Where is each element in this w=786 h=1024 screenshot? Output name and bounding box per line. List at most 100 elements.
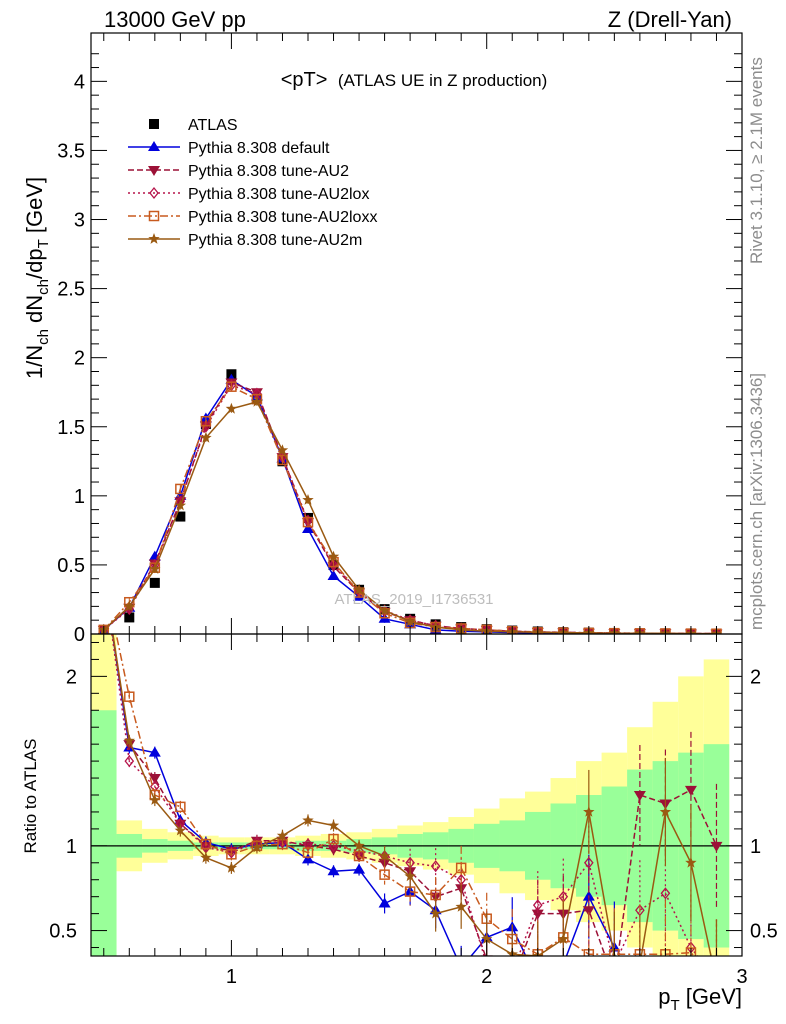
ratio-point — [123, 734, 135, 746]
ratio-point — [251, 841, 263, 853]
ratio-point — [225, 861, 238, 873]
legend-label: Pythia 8.308 default — [188, 140, 330, 157]
ratio-point — [455, 962, 467, 972]
ratio-point — [659, 805, 672, 817]
ratio-point — [532, 899, 543, 912]
ratio-point — [200, 838, 212, 850]
y-axis-label-ratio: Ratio to ATLAS — [21, 739, 40, 854]
data-point — [124, 612, 135, 623]
ratio-point — [148, 774, 161, 785]
ratio-point — [583, 856, 594, 869]
legend-label: Pythia 8.308 tune-AU2 — [188, 163, 349, 180]
ratio-point — [353, 863, 366, 874]
ratio-point — [455, 862, 467, 874]
data-point — [200, 415, 212, 427]
ratio-point — [276, 829, 289, 841]
legend-entry: Pythia 8.308 default — [128, 140, 330, 157]
ratio-point — [148, 746, 161, 757]
data-point — [251, 395, 263, 407]
ratio-point — [328, 833, 339, 845]
ratio-point — [455, 900, 467, 912]
legend-marker — [148, 141, 160, 151]
ratio-point — [404, 870, 416, 882]
ratio-point — [710, 841, 723, 852]
ratio-point — [124, 755, 135, 768]
data-point — [481, 623, 492, 634]
ratio-point — [480, 955, 493, 956]
ratio-point — [174, 824, 187, 836]
ratio-point — [98, 571, 110, 581]
y-tick-label: 2.5 — [57, 279, 85, 301]
x-tick-label: 2 — [481, 966, 492, 988]
ratio-point — [277, 836, 288, 849]
ratio-point — [379, 869, 390, 880]
plot-title-sub: (ATLAS UE in Z production) — [338, 71, 547, 90]
ratio-point — [98, 569, 109, 580]
data-point — [404, 615, 416, 627]
data-point — [175, 511, 186, 522]
ratio-y-tick-label-right: 2 — [750, 666, 761, 688]
ratio-point — [610, 959, 618, 969]
x-axis-label: pT [GeV] — [658, 984, 742, 1014]
y-tick-label: 0 — [74, 624, 85, 646]
band-stat-bin — [91, 710, 117, 956]
ratio-point — [378, 897, 391, 908]
y-tick-label: 1.5 — [57, 417, 85, 439]
ratio-point — [481, 933, 493, 944]
header-left: 13000 GeV pp — [104, 7, 246, 32]
y-tick-label: 1 — [74, 486, 85, 508]
ratio-point — [302, 847, 314, 858]
legend-label: Pythia 8.308 tune-AU2loxx — [188, 209, 377, 226]
ratio-point — [302, 814, 314, 826]
y-tick-label: 0.5 — [57, 555, 85, 577]
legend-entry: Pythia 8.308 tune-AU2lox — [128, 186, 369, 203]
header-right: Z (Drell-Yan) — [608, 7, 732, 32]
ratio-point — [660, 887, 671, 900]
ratio-y-tick-label: 0.5 — [49, 921, 77, 943]
x-tick-label: 3 — [736, 966, 747, 988]
legend-marker — [148, 166, 160, 176]
data-point — [226, 381, 237, 392]
data-point — [123, 600, 135, 612]
ratio-point — [633, 791, 646, 801]
data-point — [328, 558, 339, 571]
ratio-point — [582, 906, 595, 917]
ratio-point — [557, 933, 569, 944]
ratio-point — [583, 805, 595, 817]
data-point — [149, 563, 161, 574]
ratio-point — [685, 856, 697, 868]
ratio-point — [532, 975, 544, 985]
legend-entry: ATLAS — [149, 117, 238, 134]
ratio-point — [430, 860, 441, 873]
data-point — [302, 516, 314, 528]
x-tick-label: 1 — [226, 966, 237, 988]
y-tick-label: 4 — [74, 71, 85, 93]
data-point — [532, 625, 543, 634]
legend-marker — [149, 119, 159, 129]
rivet-version-text: Rivet 3.1.10, ≥ 2.1M events — [747, 57, 766, 264]
ratio-point — [378, 850, 391, 861]
ratio-point — [99, 570, 108, 579]
legend-label: Pythia 8.308 tune-AU2lox — [188, 186, 369, 203]
ratio-point — [98, 569, 110, 579]
data-point — [507, 625, 518, 634]
ratio-uncertainty-bands — [91, 634, 742, 956]
ratio-point — [634, 959, 645, 970]
ratio-point — [200, 851, 212, 863]
ratio-point — [353, 839, 365, 851]
data-point — [149, 577, 160, 588]
legend-marker — [149, 186, 159, 200]
data-point — [276, 444, 289, 456]
legend: ATLAS Pythia 8.308 default Pythia 8.308 tu… — [128, 117, 377, 249]
ratio-point — [429, 907, 442, 919]
legend-entry: Pythia 8.308 tune-AU2m — [128, 232, 362, 249]
ratio-point — [684, 785, 697, 796]
y-axis-label-main: 1/Nch dNch/dpT [GeV] — [22, 177, 52, 379]
plot-title: <pT> (ATLAS UE in Z production) — [281, 69, 548, 91]
ratio-point — [531, 909, 544, 920]
ratio-point — [557, 958, 569, 968]
data-point — [200, 431, 212, 443]
y-tick-label: 3.5 — [57, 140, 85, 162]
ratio-point — [124, 691, 135, 702]
ratio-point — [327, 865, 340, 876]
